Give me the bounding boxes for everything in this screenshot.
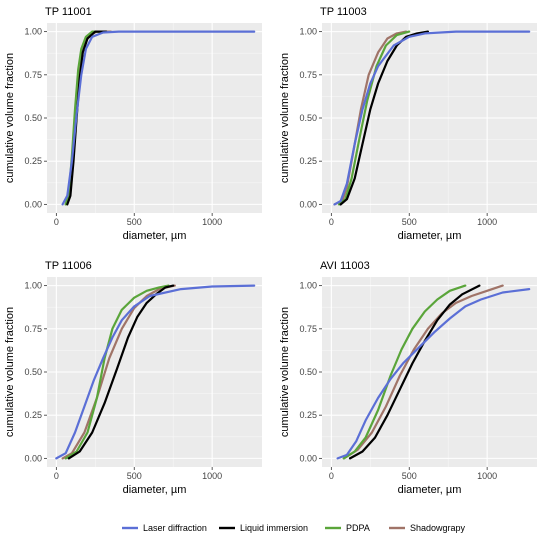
x-tick-label: 500	[127, 471, 142, 481]
y-tick-label: 0.00	[24, 453, 42, 463]
y-tick-label: 0.75	[299, 324, 317, 334]
y-tick-label: 1.00	[24, 281, 42, 291]
y-tick-label: 0.25	[299, 156, 317, 166]
y-tick-label: 0.25	[24, 156, 42, 166]
x-tick-label: 1000	[202, 217, 222, 227]
x-tick-label: 500	[127, 217, 142, 227]
panel-title: TP 11006	[45, 260, 92, 272]
legend-label: Shadowgrapy	[410, 523, 466, 533]
y-tick-label: 0.75	[24, 324, 42, 334]
y-tick-label: 0.50	[299, 367, 317, 377]
panel-title: TP 11001	[45, 6, 92, 18]
y-tick-label: 0.25	[299, 410, 317, 420]
y-axis-title: cumulative volume fraction	[4, 53, 16, 183]
y-axis-title: cumulative volume fraction	[279, 307, 291, 437]
x-tick-label: 500	[402, 217, 417, 227]
series-line	[338, 30, 411, 206]
y-tick-label: 0.50	[299, 113, 317, 123]
y-axis-title: cumulative volume fraction	[4, 307, 16, 437]
x-tick-label: 0	[329, 217, 334, 227]
series-line	[336, 288, 531, 460]
series-line	[61, 30, 256, 206]
panel-title: TP 11003	[320, 6, 367, 18]
x-tick-label: 0	[54, 471, 59, 481]
series-line	[348, 284, 481, 460]
x-axis-title: diameter, µm	[398, 230, 462, 242]
y-tick-label: 0.50	[24, 113, 42, 123]
series-line	[67, 284, 175, 460]
y-tick-label: 0.00	[299, 199, 317, 209]
y-tick-label: 0.75	[299, 70, 317, 80]
series-line	[61, 284, 176, 460]
series-line	[333, 30, 531, 206]
y-tick-label: 0.25	[24, 410, 42, 420]
panel-title: AVI 11003	[320, 260, 370, 272]
x-axis-title: diameter, µm	[123, 484, 187, 496]
series-line	[55, 284, 256, 460]
x-axis-title: diameter, µm	[398, 484, 462, 496]
x-tick-label: 1000	[477, 471, 497, 481]
legend-label: Liquid immersion	[240, 523, 308, 533]
x-tick-label: 1000	[477, 217, 497, 227]
x-tick-label: 1000	[202, 471, 222, 481]
y-tick-label: 0.50	[24, 367, 42, 377]
series-line	[333, 30, 408, 206]
x-tick-label: 0	[54, 217, 59, 227]
series-line	[342, 284, 467, 460]
y-axis-title: cumulative volume fraction	[279, 53, 291, 183]
y-tick-label: 0.75	[24, 70, 42, 80]
legend-label: PDPA	[346, 523, 370, 533]
y-tick-label: 1.00	[299, 281, 317, 291]
y-tick-label: 0.00	[299, 453, 317, 463]
legend-label: Laser diffraction	[143, 523, 207, 533]
series-line	[342, 284, 504, 460]
x-tick-label: 500	[402, 471, 417, 481]
series-line	[64, 284, 170, 460]
x-axis-title: diameter, µm	[123, 230, 187, 242]
y-tick-label: 1.00	[299, 27, 317, 37]
y-tick-label: 1.00	[24, 27, 42, 37]
y-tick-label: 0.00	[24, 199, 42, 209]
series-line	[66, 30, 108, 206]
x-tick-label: 0	[329, 471, 334, 481]
